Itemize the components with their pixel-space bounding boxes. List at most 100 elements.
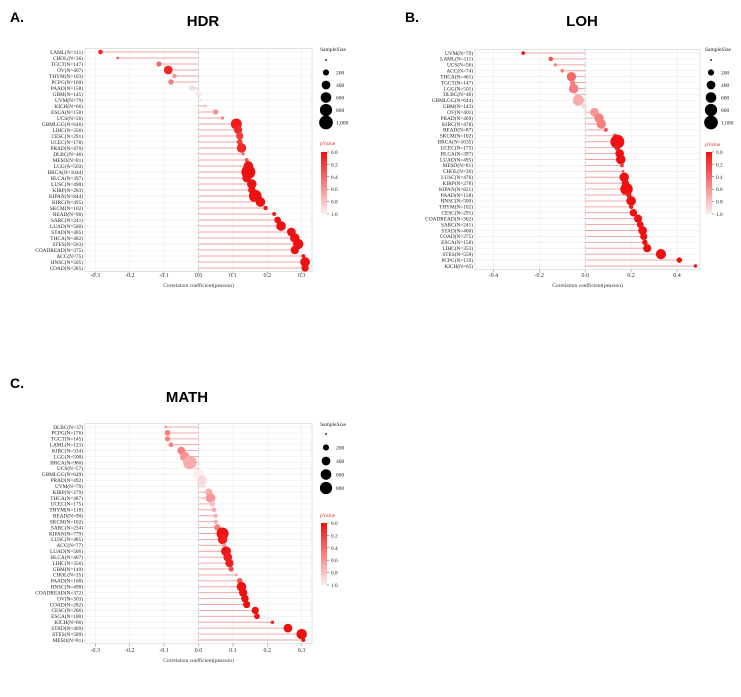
data-point	[603, 127, 608, 132]
category-label: CESC(N=291)	[441, 210, 473, 217]
category-label: SARC(N=241)	[441, 221, 473, 228]
data-point	[619, 172, 629, 182]
panel-letter: A.	[10, 9, 24, 25]
category-label: BLCA(N=397)	[441, 150, 474, 157]
category-label: COAD(N=285)	[50, 265, 84, 272]
data-point	[212, 109, 219, 115]
category-label: ACC(N=75)	[56, 253, 83, 260]
color-legend-label: 0.6	[331, 187, 338, 193]
data-point	[276, 221, 286, 231]
data-point	[201, 484, 206, 489]
category-label: ACC(N=74)	[446, 68, 473, 75]
category-label: UCS(N=56)	[57, 115, 83, 122]
category-label: HNSC(N=498)	[51, 584, 84, 591]
data-point	[241, 152, 245, 156]
data-point	[290, 245, 299, 255]
category-label: KIRC(N=334)	[52, 447, 83, 454]
data-point	[209, 501, 216, 507]
category-label: STAD(N=409)	[51, 625, 83, 632]
x-tick-label: 0.2	[264, 648, 272, 654]
data-point	[272, 211, 277, 217]
x-tick-label: 0.0	[581, 273, 589, 279]
data-point	[183, 455, 197, 470]
category-label: LGG(N=501)	[444, 85, 473, 92]
color-legend-bar	[321, 152, 327, 214]
data-point	[643, 244, 652, 253]
color-legend-title: pValue	[320, 513, 336, 519]
category-label: LIHC(N=356)	[52, 127, 83, 134]
data-point	[241, 594, 249, 603]
x-tick-label: 0.1	[229, 648, 237, 654]
category-label: STES(N=558)	[442, 251, 473, 258]
category-label: TGCT(N=147)	[51, 61, 83, 68]
panel-letter: B.	[405, 9, 419, 25]
data-point	[205, 493, 216, 503]
x-tick-label: 0.2	[627, 273, 635, 279]
x-axis-label: Correlation coefficient(pearson)	[163, 282, 234, 289]
x-tick-label: -0.2	[125, 273, 135, 279]
size-legend-dot	[706, 80, 716, 90]
category-label: DLBC(N=46)	[443, 91, 473, 98]
chart-title: LOH	[566, 13, 598, 30]
category-label: KIRP(N=278)	[443, 180, 474, 187]
category-label: KICH(N=66)	[54, 619, 83, 626]
x-tick-label: -0.2	[535, 273, 545, 279]
data-point	[615, 154, 626, 165]
category-label: OV(N=303)	[57, 595, 83, 602]
data-point	[655, 249, 667, 260]
category-label: LUSC(N=485)	[51, 536, 83, 543]
data-point	[572, 94, 584, 106]
data-point	[98, 49, 103, 55]
category-label: HNSC(N=500)	[441, 198, 474, 205]
category-label: STAD(N=400)	[441, 227, 473, 234]
chart-title: HDR	[187, 13, 220, 30]
category-label: ESCA(N=180)	[51, 613, 83, 620]
size-legend-label: 600	[721, 96, 730, 102]
color-legend-bar	[321, 523, 327, 585]
size-legend-label: 400	[336, 83, 345, 89]
category-label: LUAD(N=495)	[440, 156, 473, 163]
data-point	[211, 507, 217, 513]
category-label: KIPAN(N=844)	[49, 193, 83, 200]
x-tick-label: 0.1	[229, 273, 237, 279]
category-label: READ(N=87)	[443, 127, 473, 134]
size-legend-label: 200	[336, 446, 345, 452]
category-label: STES(N=589)	[52, 631, 83, 638]
x-tick-label: 0.0	[195, 648, 203, 654]
category-label: TGCT(N=147)	[441, 79, 473, 86]
size-legend-dot	[319, 481, 333, 495]
category-label: GBMLGG(N=644)	[432, 97, 473, 104]
size-legend-dot	[707, 69, 715, 76]
x-tick-label: -0.3	[91, 648, 101, 654]
data-point	[548, 56, 554, 62]
category-label: KIPAN(N=821)	[439, 186, 473, 193]
category-label: CESC(N=286)	[51, 607, 83, 614]
category-label: UCS(N=57)	[57, 465, 83, 472]
size-legend-dot	[319, 103, 333, 117]
chart-title: MATH	[166, 389, 208, 406]
size-legend-dot	[320, 469, 332, 480]
category-label: GBM(N=149)	[53, 566, 84, 573]
category-label: KIPAN(N=779)	[49, 530, 83, 537]
color-legend-label: 0.4	[331, 175, 338, 181]
color-legend-label: 0.2	[331, 533, 338, 539]
data-point	[676, 257, 683, 263]
category-label: UCEC(N=175)	[441, 144, 474, 151]
data-point	[220, 116, 225, 120]
category-label: GBM(N=145)	[53, 91, 84, 98]
category-label: PCPG(N=176)	[51, 430, 83, 437]
category-label: LIHC(N=353)	[442, 245, 473, 252]
category-label: THCA(N=482)	[50, 235, 83, 242]
category-label: CHOL(N=35)	[53, 572, 83, 579]
color-legend-label: 1.0	[331, 212, 338, 218]
data-point	[193, 466, 197, 471]
data-point	[301, 638, 306, 642]
category-label: LUSC(N=476)	[441, 174, 473, 181]
category-label: PAAD(N=168)	[51, 578, 83, 585]
category-label: TGCT(N=145)	[51, 436, 83, 443]
category-label: UVM(N=79)	[55, 97, 83, 104]
data-point	[626, 196, 636, 206]
category-label: STES(N=563)	[52, 241, 83, 248]
data-point	[251, 606, 259, 615]
category-label: KICH(N=66)	[54, 103, 83, 110]
